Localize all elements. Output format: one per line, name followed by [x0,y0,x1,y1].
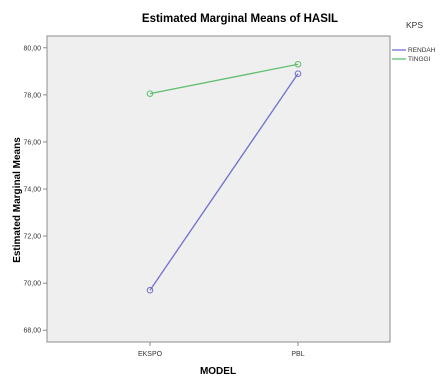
y-tick-label: 70,00 [23,281,41,288]
y-tick-label: 78,00 [23,92,41,99]
series-line-rendah [149,73,299,291]
x-tick-label: PBL [291,351,304,358]
data-point-tinggi [146,90,154,97]
series-line-tinggi [149,63,299,95]
y-tick-label: 76,00 [23,139,41,146]
x-axis: EKSPO PBL [138,342,305,358]
y-tick-label: 68,00 [23,328,41,335]
y-axis: 68,00 70,00 72,00 74,00 76,00 78,00 80,00 [23,45,47,335]
chart-title: Estimated Marginal Means of HASIL [142,13,338,25]
y-axis-title: Estimated Marginal Means [12,137,23,263]
y-tick-label: 72,00 [23,234,41,241]
series-layer [146,60,302,294]
legend-label-rendah: RENDAH [408,47,436,54]
x-axis-title: MODEL [200,366,236,377]
x-tick-label: EKSPO [138,351,163,358]
data-point-tinggi [294,60,302,68]
legend-label-tinggi: TINGGI [408,56,431,63]
data-point-rendah [146,286,154,294]
legend-title: KPS [406,20,423,30]
legend: KPS RENDAH TINGGI [392,20,436,63]
data-point-rendah [294,70,302,77]
y-tick-label: 80,00 [23,45,41,52]
y-tick-label: 74,00 [23,187,41,194]
